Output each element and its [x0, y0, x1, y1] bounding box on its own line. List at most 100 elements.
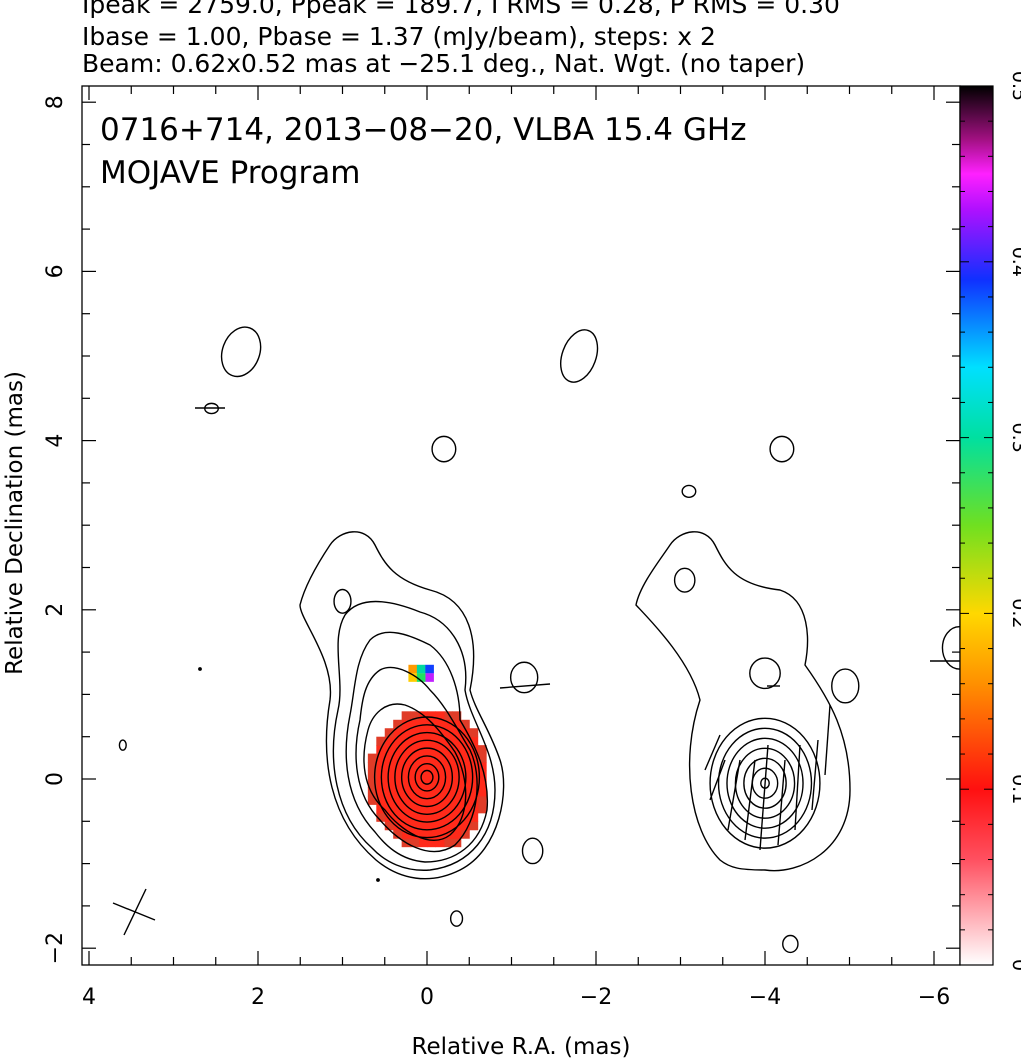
heatmap-cell [477, 804, 487, 814]
heatmap-cell [401, 779, 411, 788]
noise-contour [118, 739, 127, 751]
heatmap-cell [367, 787, 377, 797]
heatmap-cell [452, 736, 462, 746]
heatmap-cell [443, 728, 453, 738]
heatmap-cell [443, 821, 453, 831]
heatmap-cell [460, 728, 470, 738]
heatmap-cell [435, 804, 445, 814]
heatmap-cell [443, 829, 453, 839]
heatmap-cell [452, 821, 462, 831]
colorbar-tick-label: 0.5 [1008, 71, 1021, 101]
heatmap-cell [443, 753, 453, 763]
header-line-3: Beam: 0.62x0.52 mas at −25.1 deg., Nat. … [82, 49, 806, 78]
colorbar-tick-label: 0.4 [1008, 247, 1021, 277]
heatmap-cell [469, 762, 479, 772]
right-core-contour [726, 737, 804, 829]
heatmap-cell [477, 745, 487, 755]
heatmap-cell [452, 829, 462, 839]
heatmap-cell [376, 804, 386, 814]
heatmap-cell [452, 795, 462, 805]
heatmap-cell [452, 719, 462, 729]
y-tick-label: 6 [43, 264, 68, 278]
right-noise-contour [831, 668, 860, 704]
heatmap-cell [401, 728, 411, 738]
heatmap-cell [376, 795, 386, 805]
heatmap-spot-cell [408, 664, 418, 674]
heatmap-cell [376, 762, 386, 772]
heatmap-cell [427, 762, 436, 772]
heatmap-cell [469, 728, 479, 738]
heatmap-cell [401, 753, 411, 763]
heatmap-cell [452, 779, 462, 788]
heatmap-cell [460, 719, 470, 729]
noise-contour [333, 588, 352, 614]
evpa-stick [727, 759, 741, 831]
heatmap-cell [443, 804, 453, 814]
heatmap-cell [393, 804, 403, 814]
heatmap-cell [452, 770, 462, 780]
evpa-stick [744, 759, 756, 841]
noise-contour [431, 435, 457, 463]
heatmap-cell [410, 719, 420, 729]
jet-contour [355, 666, 478, 853]
evpa-stick [824, 704, 831, 776]
heatmap-cell [418, 779, 428, 788]
heatmap-cell [410, 728, 420, 738]
x-tick-label: −6 [918, 985, 950, 1010]
heatmap-cell [435, 838, 445, 848]
heatmap-cell [384, 745, 394, 755]
heatmap-cell [452, 762, 462, 772]
core-contour [394, 739, 460, 815]
heatmap-cell [435, 829, 445, 839]
heatmap-cell [418, 770, 428, 780]
heatmap-spot-cell [425, 673, 434, 682]
heatmap-spot-cell [425, 664, 434, 674]
heatmap-cell [435, 745, 445, 755]
right-noise-contour [673, 567, 696, 593]
noise-dot [376, 878, 380, 882]
heatmap-cell [452, 753, 462, 763]
heatmap-cell [443, 711, 453, 721]
heatmap-cell [401, 719, 411, 729]
heatmap-cell [452, 728, 462, 738]
heatmap-cell [427, 838, 436, 848]
heatmap-cell [427, 770, 436, 780]
heatmap-cell [443, 795, 453, 805]
heatmap-cell [435, 753, 445, 763]
heatmap-cell [393, 795, 403, 805]
x-tick-label: 0 [420, 985, 434, 1010]
colorbar-tick-label: 0.1 [1008, 774, 1021, 804]
heatmap-cell [427, 829, 436, 839]
heatmap-cell [418, 762, 428, 772]
heatmap-cell [418, 787, 428, 797]
heatmap-cell [460, 753, 470, 763]
noise-contour [509, 661, 539, 694]
jet-contour [299, 531, 505, 880]
heatmap-cell [452, 711, 462, 721]
heatmap-cell [376, 753, 386, 763]
heatmap-cell [460, 804, 470, 814]
heatmap-cell [443, 736, 453, 746]
heatmap-cell [384, 753, 394, 763]
heatmap-cell [393, 829, 403, 839]
jet-contour [345, 631, 489, 863]
heatmap-cell [410, 762, 420, 772]
right-core-contour [743, 757, 787, 809]
header-line-1: Ipeak = 2759.0, Ppeak = 189.7, I RMS = 0… [82, 0, 840, 19]
core-contour [400, 747, 454, 808]
heatmap-cell [435, 736, 445, 746]
heatmap-cell [418, 753, 428, 763]
noise-contour [449, 910, 464, 927]
heatmap-cell [460, 829, 470, 839]
heatmap-cell [435, 719, 445, 729]
heatmap-cell [401, 736, 411, 746]
core-contour [414, 762, 440, 792]
heatmap-cell [410, 711, 420, 721]
heatmap-cell [418, 829, 428, 839]
heatmap-cell [435, 770, 445, 780]
axis-ticks [82, 86, 960, 965]
heatmap-cell [469, 795, 479, 805]
heatmap-cell [367, 762, 377, 772]
heatmap-cell [427, 812, 436, 822]
